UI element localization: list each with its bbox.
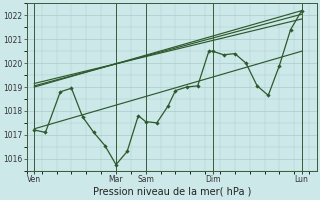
X-axis label: Pression niveau de la mer( hPa ): Pression niveau de la mer( hPa ) (92, 187, 251, 197)
